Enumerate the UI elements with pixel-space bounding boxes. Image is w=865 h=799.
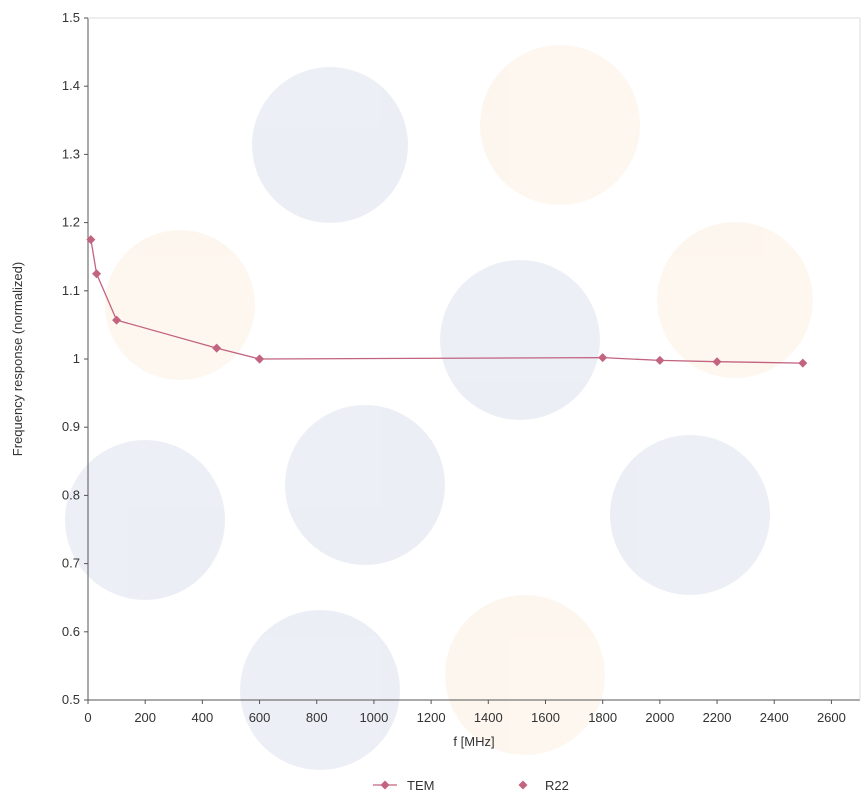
x-tick-label: 2200 bbox=[703, 710, 732, 725]
x-tick-label: 2000 bbox=[645, 710, 674, 725]
watermark-circle bbox=[65, 440, 225, 600]
watermark-circle bbox=[252, 67, 408, 223]
y-tick-label: 0.6 bbox=[62, 624, 80, 639]
watermark-circle bbox=[240, 610, 400, 770]
legend-label: TEM bbox=[407, 778, 434, 793]
data-point-tem bbox=[86, 235, 96, 245]
watermark-circle bbox=[610, 435, 770, 595]
watermark-circle bbox=[440, 260, 600, 420]
x-tick-label: 1200 bbox=[417, 710, 446, 725]
y-tick-label: 1.5 bbox=[62, 10, 80, 25]
y-tick-label: 1.3 bbox=[62, 146, 80, 161]
x-tick-labels: 0 200 400 600 800 1000 1200 1400 1600 1800 2000 220… bbox=[84, 700, 846, 725]
x-tick-label: 200 bbox=[134, 710, 156, 725]
legend-marker-swatch bbox=[518, 780, 528, 790]
legend-label: R22 bbox=[545, 778, 569, 793]
y-axis-title: Frequency response (normalized) bbox=[10, 262, 25, 456]
watermark-circle bbox=[285, 405, 445, 565]
series-layer bbox=[86, 235, 808, 368]
x-tick-label: 0 bbox=[84, 710, 91, 725]
y-tick-label: 0.9 bbox=[62, 419, 80, 434]
y-tick-label: 1.2 bbox=[62, 215, 80, 230]
data-point-r22 bbox=[655, 355, 665, 365]
x-tick-label: 2600 bbox=[817, 710, 846, 725]
y-tick-label: 1 bbox=[73, 351, 80, 366]
x-tick-label: 2400 bbox=[760, 710, 789, 725]
legend-item-r22: R22 bbox=[518, 778, 569, 793]
x-tick-label: 1600 bbox=[531, 710, 560, 725]
legend-marker-swatch bbox=[380, 780, 390, 790]
y-tick-label: 1.4 bbox=[62, 78, 80, 93]
watermark-circle bbox=[445, 595, 605, 755]
x-tick-label: 1400 bbox=[474, 710, 503, 725]
x-tick-label: 1800 bbox=[588, 710, 617, 725]
y-tick-label: 0.5 bbox=[62, 692, 80, 707]
x-tick-label: 600 bbox=[249, 710, 271, 725]
watermark bbox=[65, 45, 813, 770]
watermark-circle bbox=[480, 45, 640, 205]
data-point-r22 bbox=[598, 353, 608, 363]
legend-item-tem: TEM bbox=[373, 778, 434, 793]
x-tick-label: 1000 bbox=[359, 710, 388, 725]
data-point-tem bbox=[112, 315, 122, 325]
x-tick-label: 800 bbox=[306, 710, 328, 725]
y-tick-label: 1.1 bbox=[62, 283, 80, 298]
legend: TEM R22 bbox=[373, 778, 569, 793]
data-point-r22 bbox=[712, 357, 722, 367]
data-point-tem bbox=[212, 343, 222, 353]
x-axis-title: f [MHz] bbox=[453, 734, 494, 749]
data-point-r22 bbox=[798, 358, 808, 368]
x-tick-label: 400 bbox=[192, 710, 214, 725]
y-tick-label: 0.8 bbox=[62, 487, 80, 502]
data-point-tem bbox=[92, 269, 102, 279]
watermark-circle bbox=[105, 230, 255, 380]
y-tick-label: 0.7 bbox=[62, 556, 80, 571]
y-tick-labels: 0.5 0.6 0.7 0.8 0.9 1 1.1 1.2 1.3 1.4 1.5 bbox=[62, 10, 88, 707]
data-point-r22 bbox=[255, 354, 265, 364]
watermark-circle bbox=[657, 222, 813, 378]
